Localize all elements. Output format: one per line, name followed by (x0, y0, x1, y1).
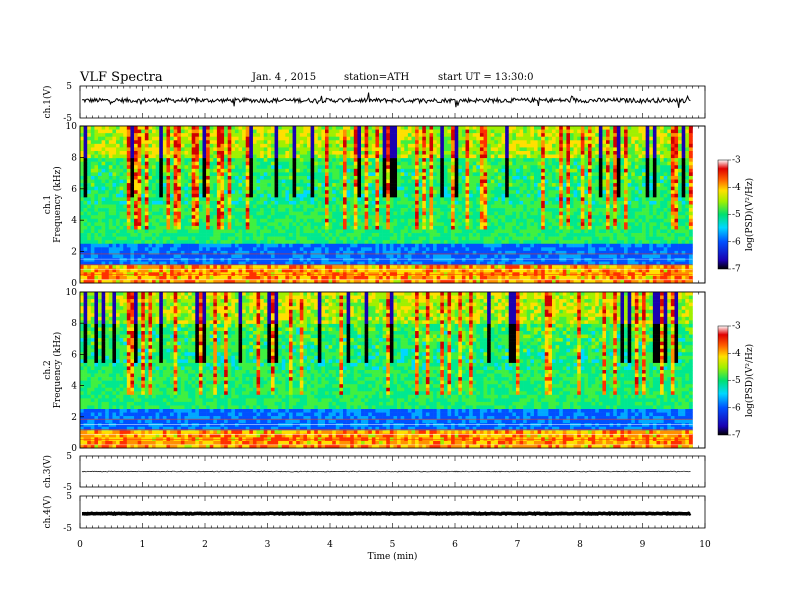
panel-5 (79, 495, 706, 529)
panel-5-ytick-label: 5 (66, 492, 72, 502)
panel-5-ytick-label: -5 (63, 524, 72, 534)
panel-3-ytick-label: 10 (66, 288, 78, 298)
colorbar-tick-label: -7 (732, 265, 741, 275)
x-tick-label: 5 (390, 540, 396, 550)
x-tick-label: 3 (265, 540, 271, 550)
panel-2-ytick-label: 0 (71, 279, 77, 289)
panel-1-ytick-label: -5 (63, 114, 72, 124)
panel-3-ytick-label: 2 (71, 413, 77, 423)
panel-4-waveform (81, 470, 691, 473)
panel-2-ylabel: ch.1 (43, 195, 53, 214)
panel-5-waveform (82, 511, 692, 517)
start-time-label: start UT = 13:30:0 (438, 72, 534, 83)
x-axis-label: Time (min) (368, 551, 418, 562)
panel-2-ytick-label: 8 (71, 153, 77, 163)
colorbar-tick-label: -5 (732, 210, 741, 220)
panel-1 (79, 85, 706, 119)
panel-2-colorbar-label: log(PSD)(V²/Hz) (744, 178, 755, 251)
panel-1-waveform (81, 92, 691, 108)
panel-4-ytick-label: -5 (63, 483, 72, 493)
station-label: station=ATH (344, 72, 410, 83)
colorbar-tick-label: -3 (732, 156, 741, 166)
panel-2-spectrogram (80, 126, 693, 284)
x-tick-label: 10 (699, 540, 711, 550)
panel-1-ylabel: ch.1(V) (42, 86, 53, 119)
colorbar-tick-label: -4 (732, 349, 741, 359)
panel-5-ylabel: ch.4(V) (42, 496, 53, 529)
panel-4-ylabel: ch.3(V) (42, 455, 53, 488)
panel-2-ytick-label: 10 (66, 122, 78, 132)
x-tick-label: 8 (577, 540, 583, 550)
panel-4 (79, 455, 706, 488)
panel-3-ytick-label: 4 (71, 382, 77, 392)
colorbar-tick-label: -7 (732, 431, 741, 441)
x-tick-label: 7 (515, 540, 521, 550)
x-tick-label: 4 (327, 540, 333, 550)
x-tick-label: 6 (452, 540, 458, 550)
x-tick-label: 1 (140, 540, 146, 550)
panel-2-ytick-label: 6 (71, 185, 77, 195)
colorbar-tick-label: -4 (732, 183, 741, 193)
x-tick-label: 9 (640, 540, 646, 550)
panel-2-ylabel-frequency: Frequency (kHz) (52, 166, 63, 243)
panel-3-spectrogram (80, 292, 693, 449)
chart-title: VLF Spectra (80, 70, 163, 85)
colorbar-tick-label: -5 (732, 376, 741, 386)
colorbar-tick-label: -6 (732, 237, 741, 247)
panel-3-ytick-label: 0 (71, 444, 77, 454)
colorbar-tick-label: -3 (732, 322, 741, 332)
colorbar-tick-label: -6 (732, 403, 741, 413)
panel-3-ytick-label: 6 (71, 350, 77, 360)
panel-2-ytick-label: 4 (71, 216, 77, 226)
x-tick-label: 0 (77, 540, 83, 550)
panel-3-colorbar (717, 325, 729, 436)
panel-2-ytick-label: 2 (71, 248, 77, 258)
panel-2 (79, 125, 731, 284)
panel-3-colorbar-label: log(PSD)(V²/Hz) (744, 344, 755, 417)
panel-3-ylabel: ch.2 (43, 360, 53, 379)
panel-2-colorbar (717, 159, 729, 270)
panel-3-ytick-label: 8 (71, 319, 77, 329)
x-tick-label: 2 (202, 540, 208, 550)
panel-1-ytick-label: 5 (66, 82, 72, 92)
date-label: Jan. 4 , 2015 (252, 72, 317, 83)
panel-3-ylabel-frequency: Frequency (kHz) (52, 332, 63, 409)
panel-3 (79, 291, 731, 449)
panel-4-ytick-label: 5 (66, 452, 72, 462)
